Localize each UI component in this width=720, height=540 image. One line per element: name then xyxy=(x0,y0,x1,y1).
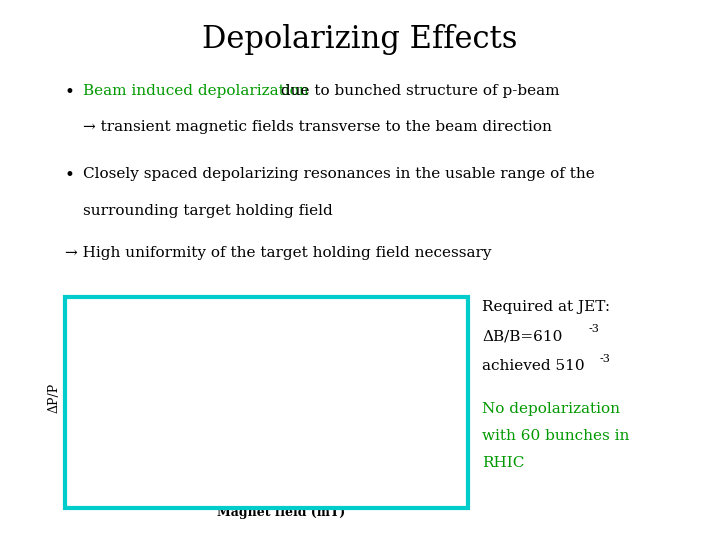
Text: due to bunched structure of p-beam: due to bunched structure of p-beam xyxy=(276,84,559,98)
Text: 1-2: 1-2 xyxy=(202,352,224,366)
Text: → transient magnetic fields transverse to the beam direction: → transient magnetic fields transverse t… xyxy=(83,120,552,134)
Text: ΔB/B=610: ΔB/B=610 xyxy=(482,329,563,343)
Text: •: • xyxy=(65,167,75,184)
X-axis label: Magnet field (mT): Magnet field (mT) xyxy=(217,506,345,519)
Text: with 60 bunches in: with 60 bunches in xyxy=(482,429,630,443)
Text: 3-4: 3-4 xyxy=(337,352,359,366)
Text: No depolarization: No depolarization xyxy=(482,402,621,416)
Text: → High uniformity of the target holding field necessary: → High uniformity of the target holding … xyxy=(65,246,491,260)
Y-axis label: ΔP/P: ΔP/P xyxy=(48,383,60,414)
Text: surrounding target holding field: surrounding target holding field xyxy=(83,204,333,218)
Text: achieved 510: achieved 510 xyxy=(482,359,585,373)
Text: RHIC: RHIC xyxy=(482,456,525,470)
Text: -3: -3 xyxy=(589,324,600,334)
Text: -3: -3 xyxy=(600,354,611,364)
Text: Required at JET:: Required at JET: xyxy=(482,300,611,314)
Text: Beam induced depolarization: Beam induced depolarization xyxy=(83,84,308,98)
Text: •: • xyxy=(65,84,75,100)
Text: Depolarizing Effects: Depolarizing Effects xyxy=(202,24,518,55)
Text: Closely spaced depolarizing resonances in the usable range of the: Closely spaced depolarizing resonances i… xyxy=(83,167,595,181)
